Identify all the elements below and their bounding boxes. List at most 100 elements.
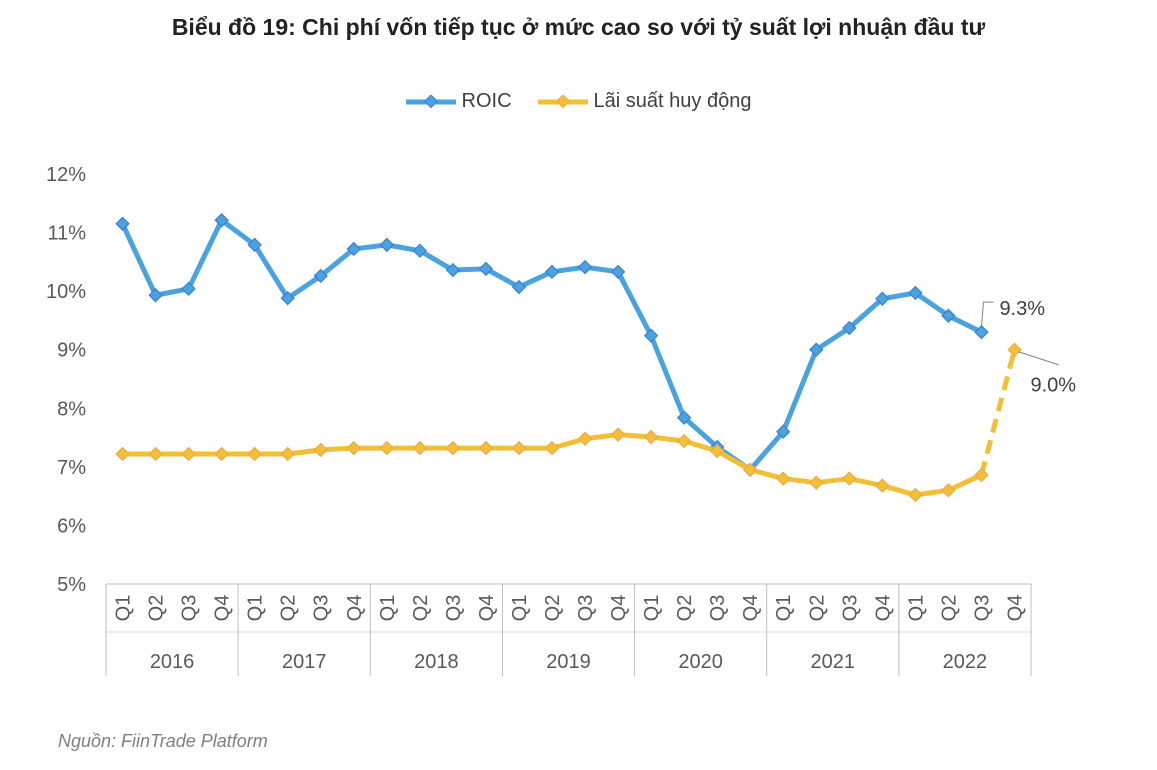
x-tick-quarter: Q2 (278, 595, 300, 622)
chart-title: Biểu đồ 19: Chi phí vốn tiếp tục ở mức c… (171, 14, 986, 40)
x-tick-year: 2016 (150, 651, 195, 673)
data-point (742, 462, 758, 477)
y-tick-label: 7% (57, 457, 86, 479)
data-point (544, 264, 560, 280)
data-point (776, 471, 791, 486)
x-tick-year: 2022 (943, 651, 988, 673)
legend-label-lai-suat: Lãi suất huy động (593, 90, 752, 112)
data-point (709, 443, 725, 459)
data-point (875, 478, 890, 493)
data-point (379, 440, 395, 456)
data-point (577, 259, 593, 275)
x-tick-quarter: Q2 (674, 595, 696, 622)
x-tick-quarter: Q2 (146, 595, 168, 622)
data-point (610, 264, 626, 280)
data-point (214, 213, 229, 228)
data-point (181, 446, 196, 462)
x-tick-quarter: Q3 (443, 595, 465, 622)
data-point (610, 427, 626, 442)
data-point (478, 261, 494, 277)
data-point (974, 324, 989, 340)
data-point (577, 431, 593, 446)
x-tick-quarter: Q4 (872, 595, 894, 622)
x-tick-quarter: Q4 (344, 595, 366, 622)
x-tick-quarter: Q3 (575, 595, 597, 622)
x-tick-year: 2017 (282, 651, 327, 673)
data-point (842, 471, 857, 486)
legend-marker-lai-suat (537, 94, 588, 108)
legend-item-roic: ROIC (405, 90, 512, 113)
legend-marker-roic (405, 94, 456, 108)
data-point (148, 446, 163, 462)
x-tick-quarter: Q2 (938, 595, 960, 622)
data-point (511, 279, 527, 295)
source-note: Nguồn: FiinTrade Platform (58, 731, 268, 751)
data-point (445, 440, 461, 456)
x-tick-year: 2019 (546, 651, 591, 673)
series-dashed-segment-1 (979, 349, 1017, 476)
data-point (875, 291, 890, 306)
y-tick-label: 11% (47, 223, 86, 245)
x-tick-quarter: Q4 (740, 595, 762, 622)
x-tick-year: 2021 (811, 651, 856, 673)
data-point (478, 440, 494, 456)
data-point (115, 446, 130, 462)
x-tick-quarter: Q1 (641, 595, 663, 622)
data-label-lai-suat: 9.0% (1030, 375, 1076, 397)
data-point (346, 440, 361, 456)
data-point (181, 281, 196, 297)
x-tick-quarter: Q1 (905, 595, 927, 622)
x-tick-quarter: Q3 (839, 595, 861, 622)
x-tick-quarter: Q1 (509, 595, 531, 622)
data-point (280, 290, 295, 306)
x-tick-quarter: Q4 (1004, 595, 1026, 622)
data-point (941, 483, 956, 498)
x-tick-year: 2020 (678, 651, 723, 673)
data-point (412, 440, 428, 456)
legend: ROIC Lãi suất huy động (0, 90, 1157, 113)
data-point (379, 237, 395, 253)
data-point (908, 285, 923, 301)
data-point (809, 475, 824, 490)
x-tick-year: 2018 (414, 651, 459, 673)
data-point (412, 243, 428, 258)
x-tick-quarter: Q4 (608, 595, 630, 622)
data-point (842, 320, 857, 336)
x-tick-quarter: Q1 (245, 595, 267, 622)
data-point (1007, 342, 1022, 357)
y-tick-label: 9% (57, 340, 86, 362)
annotation-leader-lai-suat (1018, 351, 1059, 366)
y-tick-label: 10% (46, 281, 86, 303)
data-point (280, 446, 295, 462)
data-point (445, 262, 461, 278)
data-point (676, 433, 692, 449)
data-point (776, 424, 791, 439)
data-point (247, 446, 262, 462)
y-tick-label: 8% (57, 398, 86, 420)
x-tick-quarter: Q2 (410, 595, 432, 622)
x-tick-quarter: Q3 (311, 595, 333, 622)
data-point (676, 410, 692, 425)
data-point (511, 440, 527, 456)
legend-item-lai-suat: Lãi suất huy động (537, 90, 752, 113)
data-point (247, 237, 262, 253)
x-tick-quarter: Q3 (179, 595, 201, 622)
y-tick-label: 6% (57, 515, 86, 537)
data-point (544, 440, 560, 456)
y-tick-label: 5% (57, 574, 86, 596)
data-point (313, 268, 328, 284)
x-tick-quarter: Q1 (113, 595, 135, 622)
annotation-leader-roic (980, 301, 994, 328)
data-point (643, 429, 659, 445)
data-point (346, 241, 361, 257)
x-tick-quarter: Q3 (971, 595, 993, 622)
x-tick-quarter: Q1 (377, 595, 399, 622)
data-label-roic: 9.3% (999, 298, 1045, 320)
series-line-0 (120, 217, 983, 473)
y-tick-label: 12% (46, 164, 86, 186)
data-point (643, 328, 659, 343)
data-point (115, 216, 130, 231)
x-tick-quarter: Q1 (773, 595, 795, 622)
data-point (313, 442, 328, 458)
